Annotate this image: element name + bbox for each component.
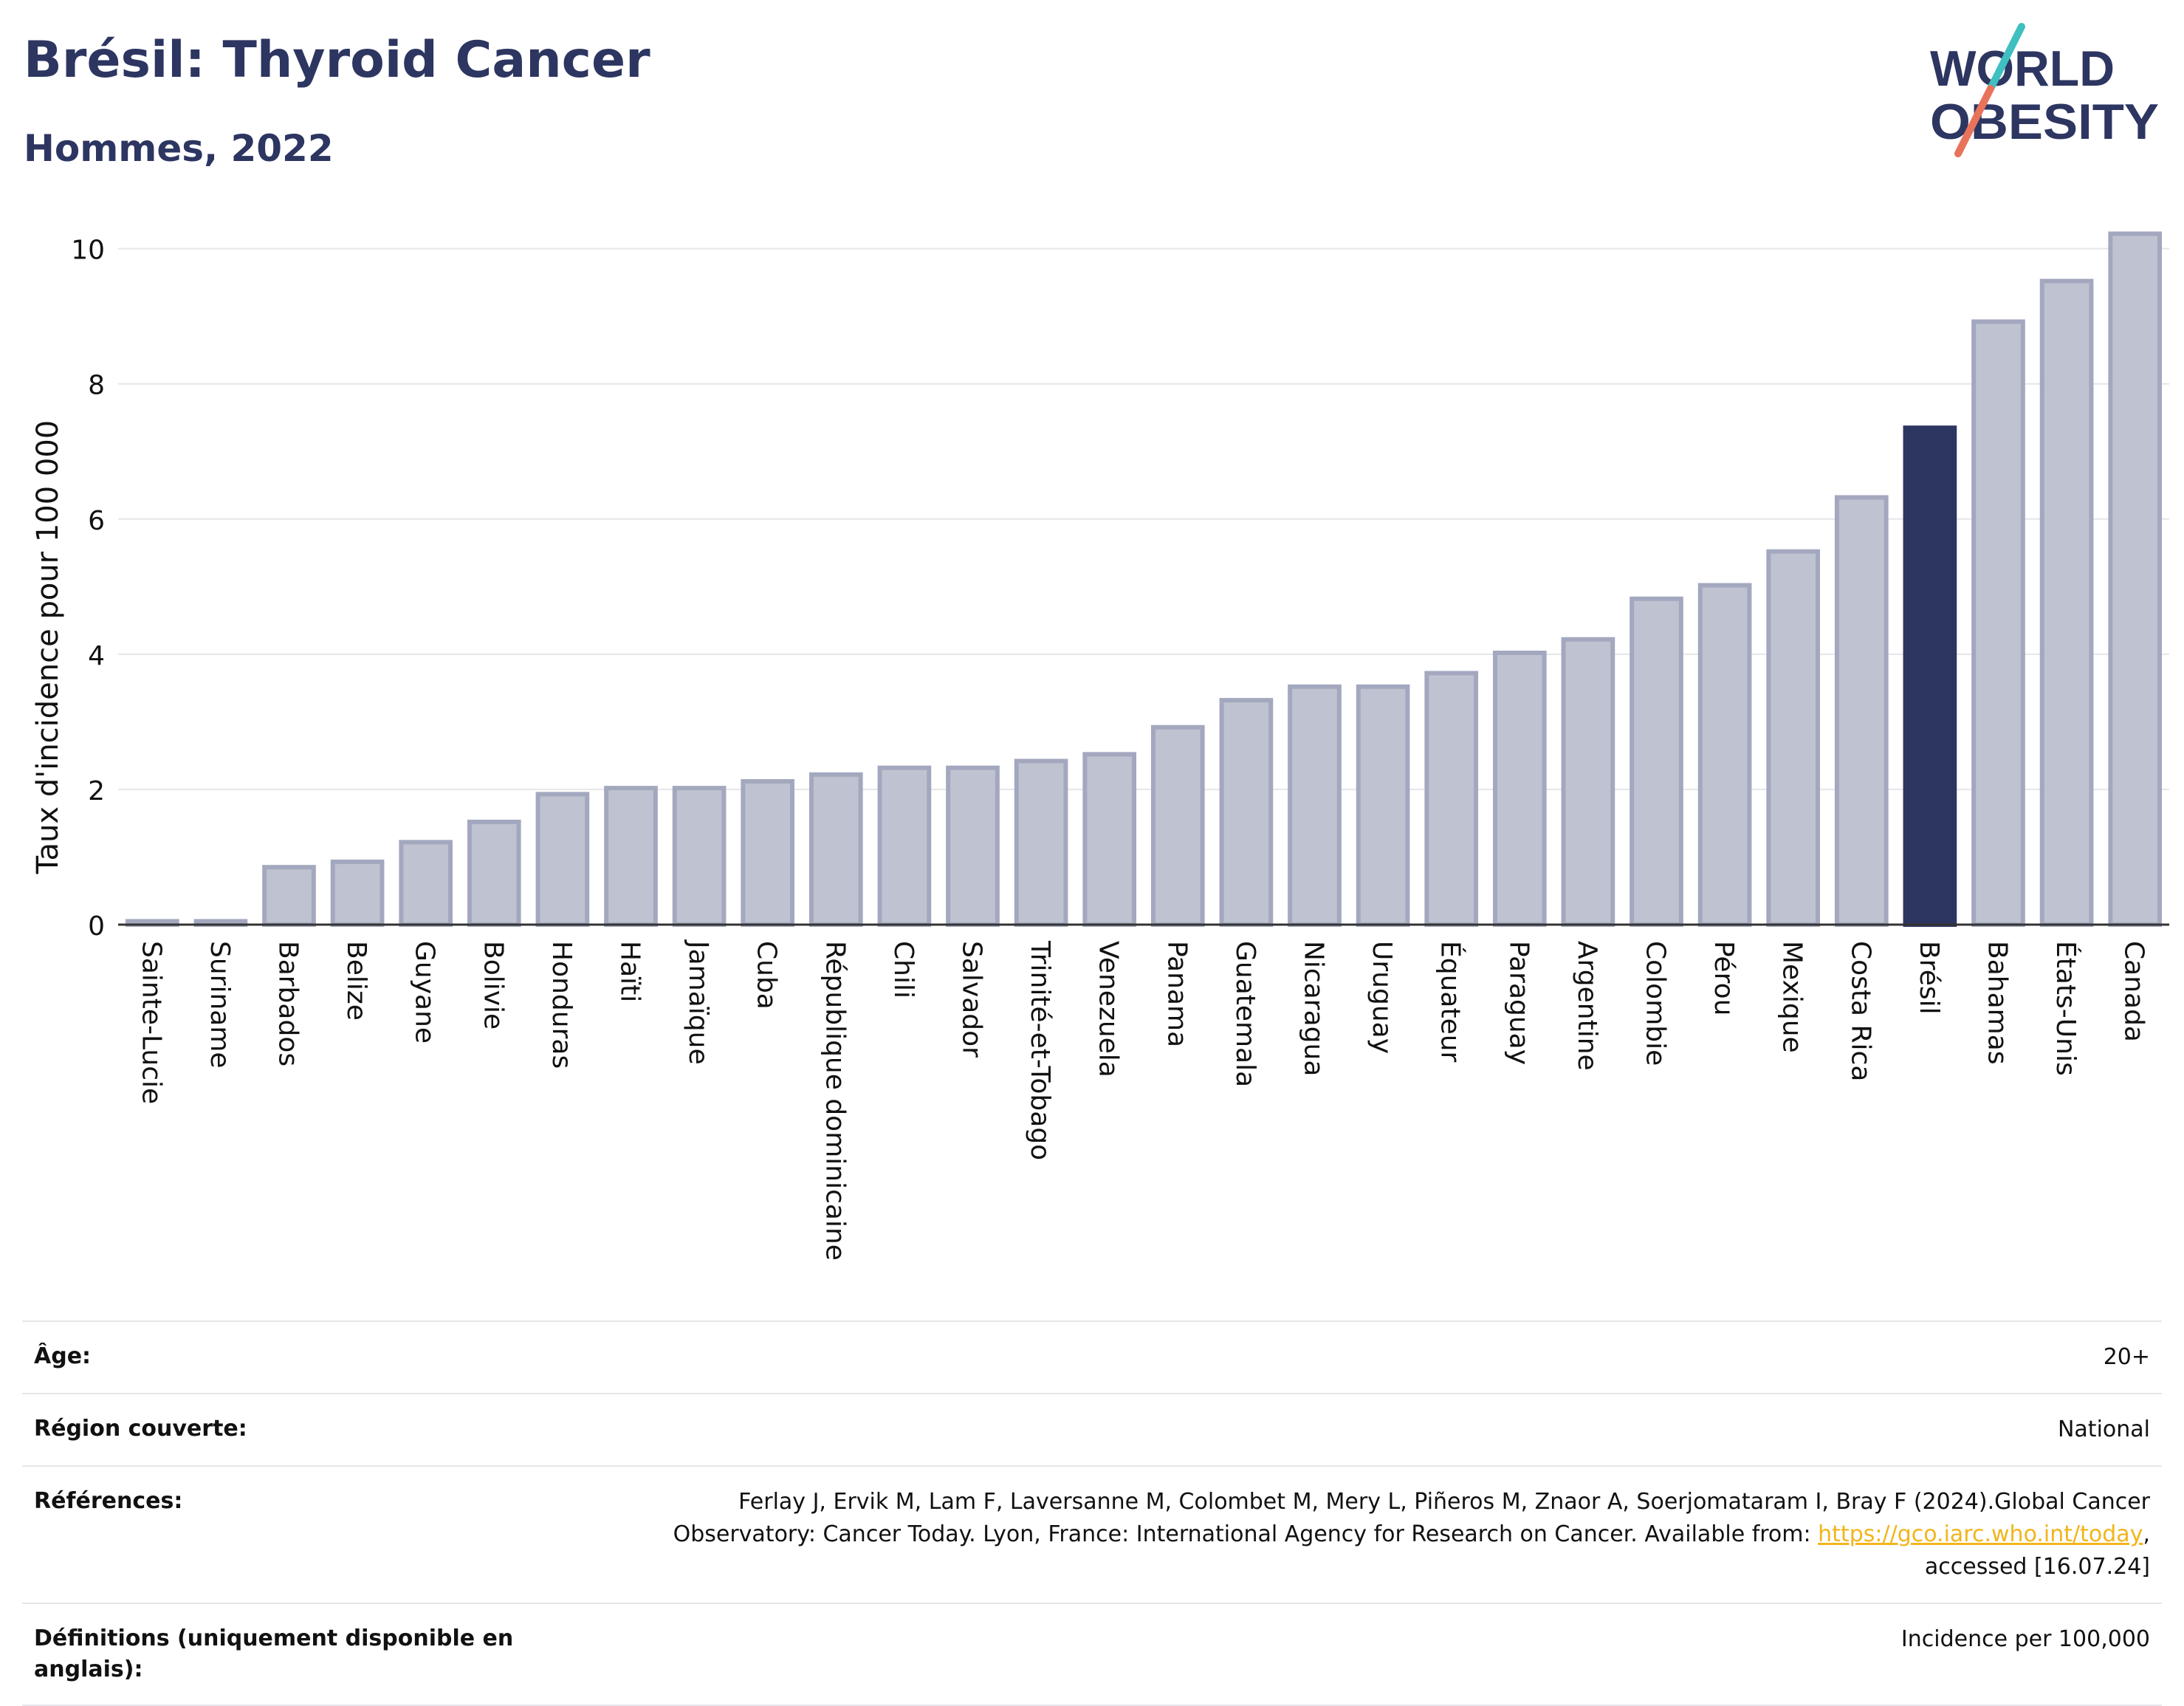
bar-r-publique-dominicaine[interactable]: [808, 772, 863, 928]
region-label: Région couverte:: [34, 1416, 247, 1442]
x-tick-label: Sainte-Lucie: [136, 941, 166, 1104]
x-tick-label: Haïti: [615, 941, 645, 1002]
definitions-label: Définitions (uniquement disponible en an…: [34, 1626, 514, 1682]
x-tick-label: Uruguay: [1367, 941, 1397, 1054]
y-tick-label: 6: [88, 506, 105, 536]
bar-bolivie[interactable]: [467, 819, 521, 928]
bar-nicaragua[interactable]: [1288, 684, 1342, 927]
y-axis-label: Taux d'incidence pour 100 000: [31, 420, 65, 874]
info-table: Âge: 20+ Région couverte: National Référ…: [22, 1320, 2162, 1706]
info-row-definitions: Définitions (uniquement disponible en an…: [22, 1604, 2162, 1706]
x-tick-label: Brésil: [1914, 941, 1944, 1015]
info-row-region: Région couverte: National: [22, 1394, 2162, 1467]
x-tick-label: Belize: [341, 941, 371, 1021]
references-text-3: ,: [2143, 1521, 2150, 1547]
x-tick-label: Barbados: [273, 941, 303, 1066]
references-text-2: Observatory: Cancer Today. Lyon, France:…: [673, 1521, 1819, 1547]
page-subtitle: Hommes, 2022: [24, 127, 334, 170]
x-tick-label: Panama: [1161, 941, 1192, 1047]
definitions-value: Incidence per 100,000: [1900, 1626, 2150, 1652]
references-value: Ferlay J, Ervik M, Lam F, Laversanne M, …: [563, 1486, 2150, 1583]
bar-trinit-et-tobago[interactable]: [1014, 758, 1068, 927]
bar-bahamas[interactable]: [1971, 319, 2025, 927]
x-tick-label: États-Unis: [2050, 941, 2081, 1076]
y-ticks-layer: 0 2 4 6 8 10: [71, 236, 105, 942]
x-tick-label: Chili: [888, 941, 918, 998]
bar-honduras[interactable]: [535, 792, 590, 928]
bar-venezuela[interactable]: [1082, 752, 1137, 927]
x-tick-label: Colombie: [1641, 941, 1671, 1066]
bar-belize[interactable]: [330, 859, 385, 928]
bar-panama[interactable]: [1150, 724, 1205, 927]
references-text-4: accessed [16.07.24]: [1924, 1554, 2150, 1580]
x-tick-label: Paraguay: [1503, 941, 1534, 1065]
x-tick-label: Nicaragua: [1299, 941, 1329, 1076]
bar-ha-ti[interactable]: [604, 786, 658, 927]
x-tick-label: Mexique: [1777, 941, 1807, 1053]
x-tick-label: Venezuela: [1093, 941, 1124, 1078]
page-title: Brésil: Thyroid Cancer: [24, 31, 650, 89]
x-tick-label: Guyane: [410, 941, 440, 1044]
bar-argentine[interactable]: [1561, 637, 1615, 927]
x-tick-label: Trinité-et-Tobago: [1025, 940, 1055, 1160]
bar-colombie[interactable]: [1630, 596, 1683, 927]
y-tick-label: 10: [71, 236, 105, 266]
x-tick-label: Pérou: [1709, 941, 1739, 1015]
bar-p-rou[interactable]: [1697, 583, 1752, 927]
bar-canada[interactable]: [2108, 231, 2163, 927]
x-tick-label: Guatemala: [1230, 941, 1260, 1087]
y-tick-label: 4: [88, 641, 105, 671]
y-tick-label: 2: [88, 776, 105, 806]
x-tick-label: Honduras: [546, 941, 577, 1069]
bar-uruguay[interactable]: [1356, 684, 1410, 927]
y-tick-label: 8: [88, 371, 105, 401]
x-tick-label: Salvador: [957, 941, 987, 1058]
x-tick-label: Costa Rica: [1845, 941, 1875, 1081]
bar-chart: 0 2 4 6 8 10 Sainte-Lucie Suriname Barbados Beli…: [31, 231, 2169, 1261]
x-tick-label: Suriname: [205, 941, 235, 1069]
logo-slash-teal: [1987, 23, 2025, 92]
x-tick-label: République dominicaine: [820, 941, 850, 1261]
bar-paraguay[interactable]: [1492, 651, 1547, 927]
logo-line-1: WORLD: [1930, 41, 2115, 97]
bar-chili[interactable]: [877, 765, 932, 927]
world-obesity-logo: WORLD OBESITY: [1930, 23, 2159, 157]
x-tick-label: Cuba: [752, 941, 782, 1010]
bar-guatemala[interactable]: [1219, 698, 1274, 927]
info-row-age: Âge: 20+: [22, 1322, 2162, 1394]
bar-guyane[interactable]: [399, 840, 453, 928]
references-link[interactable]: https://gco.iarc.who.int/today: [1818, 1521, 2143, 1547]
region-value: National: [2057, 1416, 2150, 1442]
info-row-references: Références: Ferlay J, Ervik M, Lam F, La…: [22, 1467, 2162, 1604]
bar-br-sil[interactable]: [1903, 425, 1957, 927]
bar-costa-rica[interactable]: [1834, 495, 1889, 927]
bar--tats-unis[interactable]: [2039, 278, 2094, 927]
x-tick-label: Bahamas: [1982, 941, 2013, 1065]
bar-salvador[interactable]: [946, 765, 1000, 927]
x-tick-label: Argentine: [1572, 941, 1602, 1071]
references-label: Références:: [34, 1488, 183, 1514]
x-tick-label: Jamaïque: [683, 939, 713, 1065]
x-ticks-layer: Sainte-Lucie Suriname Barbados Belize Guyane…: [136, 939, 2149, 1261]
bar-mexique[interactable]: [1766, 549, 1821, 927]
y-tick-label: 0: [88, 911, 105, 942]
logo-slash-coral: [1954, 85, 1994, 157]
x-tick-label: Équateur: [1435, 941, 1466, 1063]
x-tick-label: Canada: [2119, 941, 2149, 1042]
references-text-1: Ferlay J, Ervik M, Lam F, Laversanne M, …: [738, 1489, 2150, 1515]
bar--quateur[interactable]: [1424, 671, 1479, 927]
bar-jama-que[interactable]: [672, 786, 727, 927]
x-tick-label: Bolivie: [478, 941, 508, 1030]
age-value: 20+: [2103, 1344, 2150, 1370]
bars-layer: [125, 231, 2163, 928]
bar-barbados[interactable]: [262, 865, 316, 927]
age-label: Âge:: [34, 1343, 92, 1369]
grid-layer: [118, 247, 2169, 790]
bar-cuba[interactable]: [741, 778, 795, 928]
